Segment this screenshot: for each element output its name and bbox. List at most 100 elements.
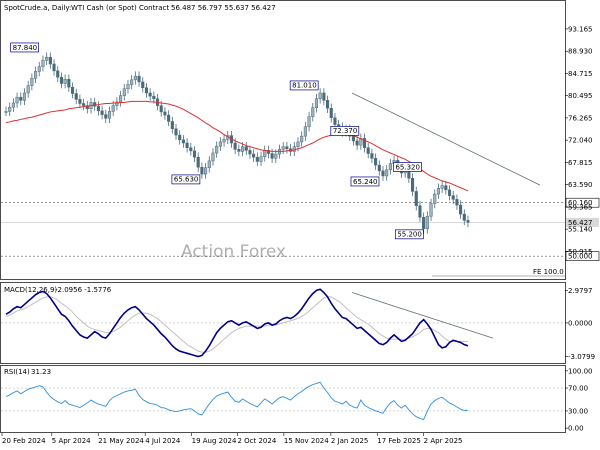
candle-body <box>126 84 130 90</box>
level-price-tag <box>565 251 600 262</box>
candle-body <box>433 193 437 204</box>
candle-body <box>63 79 67 84</box>
rsi-layer: 100.00 70.00 30.00 0.00 <box>1 367 593 433</box>
candle-body <box>263 150 267 157</box>
macd-axis-label: 0.0000 <box>568 319 593 327</box>
candle-body <box>107 111 112 119</box>
candle-body <box>366 147 370 154</box>
price-axis-label: 84.715 <box>568 70 593 78</box>
candle-body <box>388 163 392 171</box>
candle-body <box>196 156 200 168</box>
candle-body <box>22 92 27 101</box>
candle-body <box>374 158 378 166</box>
candle-body <box>237 149 241 152</box>
candle-body <box>174 128 178 136</box>
price-axis-label: 80.495 <box>568 92 593 100</box>
price-label-box <box>289 80 319 91</box>
price-trendline <box>351 92 541 186</box>
price-label-box <box>394 229 424 240</box>
candle-body <box>326 100 330 109</box>
candle-body <box>300 135 304 143</box>
date-axis-label: 4 Jul 2024 <box>145 437 181 445</box>
price-label-text: 65.320 <box>395 163 420 171</box>
price-axis-label: 63.590 <box>568 181 593 189</box>
date-axis-label: 15 Nov 2024 <box>284 437 329 445</box>
candle-body <box>133 75 137 81</box>
candle-body <box>462 213 466 221</box>
horizontal-levels: 60.160 50.000 56.427 <box>1 197 600 277</box>
candle-body <box>255 156 259 162</box>
macd-axis-label: -3.0799 <box>568 353 595 361</box>
rsi-axis-label: 30.00 <box>568 407 588 415</box>
current-price-tag <box>566 217 599 227</box>
price-labels: 87.840 81.010 72.370 65.630 65.240 65.320 55.2… <box>10 42 424 240</box>
price-label-text: 87.840 <box>13 44 37 52</box>
price-axis-label: 50.915 <box>568 248 593 256</box>
moving-average-line <box>5 100 469 192</box>
candle-body <box>34 71 38 79</box>
candle-body <box>451 195 455 200</box>
candle-body <box>429 203 433 217</box>
candle-body <box>137 75 141 83</box>
candle-body <box>70 86 75 94</box>
candle-body <box>141 81 145 88</box>
candle-body <box>422 216 426 230</box>
date-axis-label: 2 Jan 2025 <box>331 437 369 445</box>
candle-body <box>111 105 115 112</box>
candle-body <box>59 76 63 84</box>
macd-signal-line <box>5 296 468 353</box>
moving-average-layer <box>5 100 469 192</box>
candle-body <box>425 215 429 230</box>
candle-body <box>100 110 104 115</box>
rsi-line <box>5 381 469 421</box>
candle-body <box>130 79 134 85</box>
candle-body <box>52 63 56 72</box>
rsi-axis-label: 100.00 <box>568 367 593 375</box>
candle-body <box>447 189 452 196</box>
candle-body <box>351 135 355 142</box>
candle-body <box>385 169 389 177</box>
candle-body <box>26 85 30 94</box>
chart-header-symbol: SpotCrude.a, Daily: <box>4 4 71 12</box>
price-axis-label: 88.930 <box>568 48 593 56</box>
candle-body <box>411 178 415 192</box>
candle-body <box>377 164 381 172</box>
candle-body <box>322 92 326 101</box>
candle-body <box>440 185 444 189</box>
candle-body <box>466 220 470 223</box>
rsi-panel-frame <box>0 365 566 433</box>
candle-body <box>459 204 463 215</box>
candle-body <box>56 70 60 78</box>
macd-panel-title: MACD(12,26,9) <box>4 286 57 294</box>
candle-body <box>148 92 152 97</box>
current-price-label: 56.427 <box>568 219 593 227</box>
candle-body <box>318 92 322 100</box>
candle-body <box>122 88 126 96</box>
rsi-axis-label: 70.00 <box>568 385 588 393</box>
candle-body <box>200 166 204 175</box>
candle-body <box>4 111 8 113</box>
date-axis-label: 21 May 2024 <box>98 437 144 445</box>
candle-body <box>248 150 252 155</box>
candle-body <box>67 79 71 88</box>
price-label-box <box>10 42 40 53</box>
candle-body <box>48 56 52 65</box>
candle-body <box>93 102 97 107</box>
candle-body <box>207 160 211 168</box>
candle-body <box>19 96 23 101</box>
price-label-box <box>330 126 360 136</box>
macd-layer: 2.9797 0.0000 -3.0799 <box>1 287 595 361</box>
candle-body <box>285 146 289 150</box>
candle-body <box>37 66 41 72</box>
price-axis-label: 67.815 <box>568 159 593 167</box>
candle-body <box>270 153 274 159</box>
candle-body <box>181 139 185 144</box>
candle-body <box>455 199 459 206</box>
price-candles <box>4 52 470 234</box>
candle-body <box>82 103 86 106</box>
candle-body <box>185 142 189 148</box>
candle-body <box>329 107 333 118</box>
price-label-box <box>171 174 201 185</box>
macd-panel-values: -2.0956 -1.5776 <box>55 286 112 294</box>
